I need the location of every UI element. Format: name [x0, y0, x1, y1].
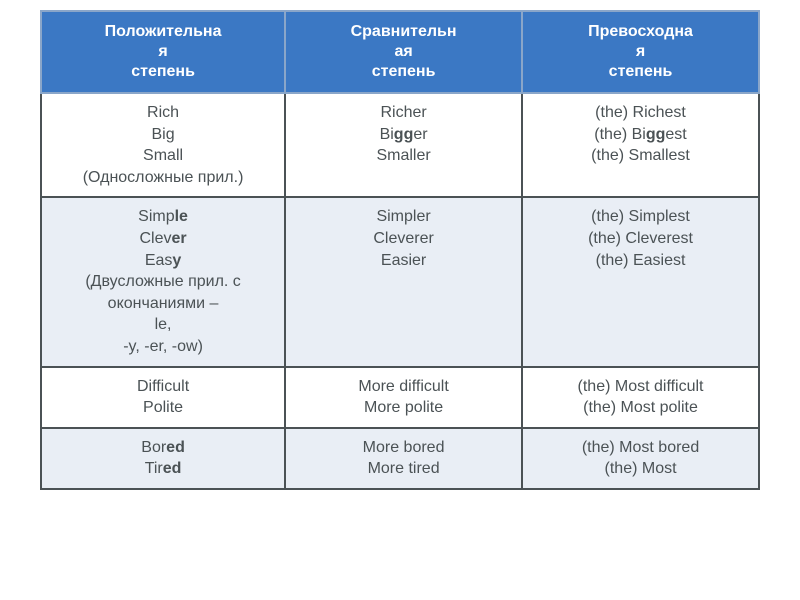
cell-text: Clever	[52, 228, 274, 250]
header-text: Положительна	[48, 22, 278, 42]
cell-text: (the) Simplest	[533, 206, 748, 228]
cell-text: (the) Most bored	[533, 437, 748, 459]
cell-text: Easy	[52, 250, 274, 272]
header-row: Положительна я степень Сравнительн ая ст…	[41, 11, 759, 93]
cell-text: Bigger	[296, 124, 511, 146]
table-cell: More difficultMore polite	[285, 367, 522, 428]
table-cell: (the) Richest(the) Biggest(the) Smallest	[522, 93, 759, 197]
table-cell: SimpleCleverEasy(Двусложные прил. с окон…	[41, 197, 285, 366]
table-cell: RichBigSmall(Односложные прил.)	[41, 93, 285, 197]
cell-text: Polite	[52, 397, 274, 419]
table-cell: SimplerClevererEasier	[285, 197, 522, 366]
cell-text: (the) Most	[533, 458, 748, 480]
cell-text: Easier	[296, 250, 511, 272]
header-text: степень	[48, 62, 278, 82]
cell-text: More bored	[296, 437, 511, 459]
table-row: RichBigSmall(Односложные прил.)RicherBig…	[41, 93, 759, 197]
cell-text: (Двусложные прил. с окончаниями –	[52, 271, 274, 314]
cell-text: (the) Biggest	[533, 124, 748, 146]
cell-text: Difficult	[52, 376, 274, 398]
cell-text: -y, -er, -ow)	[52, 336, 274, 358]
header-text: Сравнительн	[292, 22, 515, 42]
table-cell: (the) Simplest(the) Cleverest(the) Easie…	[522, 197, 759, 366]
cell-text: More tired	[296, 458, 511, 480]
header-text: я	[529, 42, 752, 62]
cell-text: (the) Smallest	[533, 145, 748, 167]
table-row: SimpleCleverEasy(Двусложные прил. с окон…	[41, 197, 759, 366]
header-text: степень	[529, 62, 752, 82]
cell-text: (the) Easiest	[533, 250, 748, 272]
header-superlative: Превосходна я степень	[522, 11, 759, 93]
cell-text: (the) Most polite	[533, 397, 748, 419]
cell-text: More polite	[296, 397, 511, 419]
header-comparative: Сравнительн ая степень	[285, 11, 522, 93]
table-cell: RicherBiggerSmaller	[285, 93, 522, 197]
table-cell: More boredMore tired	[285, 428, 522, 489]
header-text: степень	[292, 62, 515, 82]
cell-text: le,	[52, 314, 274, 336]
cell-text: Smaller	[296, 145, 511, 167]
table-cell: DifficultPolite	[41, 367, 285, 428]
header-positive: Положительна я степень	[41, 11, 285, 93]
cell-text: Small	[52, 145, 274, 167]
table-cell: (the) Most bored(the) Most	[522, 428, 759, 489]
cell-text: Simpler	[296, 206, 511, 228]
cell-text: (the) Most difficult	[533, 376, 748, 398]
cell-text: Tired	[52, 458, 274, 480]
table-row: DifficultPoliteMore difficultMore polite…	[41, 367, 759, 428]
cell-text: More difficult	[296, 376, 511, 398]
cell-text: Bored	[52, 437, 274, 459]
page-wrap: Положительна я степень Сравнительн ая ст…	[0, 0, 800, 490]
table-row: BoredTiredMore boredMore tired(the) Most…	[41, 428, 759, 489]
comparison-table: Положительна я степень Сравнительн ая ст…	[40, 10, 760, 490]
cell-text: Cleverer	[296, 228, 511, 250]
cell-text: (the) Richest	[533, 102, 748, 124]
header-text: Превосходна	[529, 22, 752, 42]
header-text: ая	[292, 42, 515, 62]
table-cell: BoredTired	[41, 428, 285, 489]
cell-text: Big	[52, 124, 274, 146]
header-text: я	[48, 42, 278, 62]
cell-text: Richer	[296, 102, 511, 124]
table-body: RichBigSmall(Односложные прил.)RicherBig…	[41, 93, 759, 489]
cell-text: Rich	[52, 102, 274, 124]
cell-text: (Односложные прил.)	[52, 167, 274, 189]
cell-text: (the) Cleverest	[533, 228, 748, 250]
table-cell: (the) Most difficult(the) Most polite	[522, 367, 759, 428]
cell-text: Simple	[52, 206, 274, 228]
